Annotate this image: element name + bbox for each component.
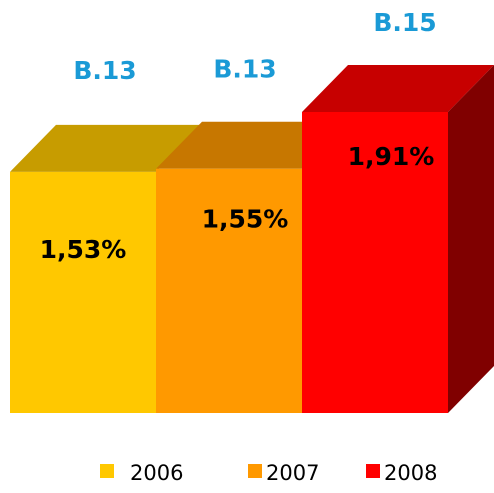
value-label: 1,91% (348, 142, 435, 171)
bar (302, 112, 448, 413)
legend-label: 2006 (130, 461, 183, 485)
bar (10, 171, 156, 413)
bar-top (156, 121, 348, 169)
legend-label: 2007 (266, 461, 319, 485)
annotation: B.13 (73, 56, 136, 85)
bar-top (10, 124, 202, 172)
value-label: 1,55% (202, 205, 289, 234)
bar (156, 168, 302, 413)
bar-top (302, 65, 494, 112)
bar-side (448, 65, 494, 413)
legend-swatch (100, 464, 114, 478)
annotation: B.13 (213, 55, 276, 84)
legend-swatch (248, 464, 262, 478)
value-label: 1,53% (40, 235, 127, 264)
legend-swatch (366, 464, 380, 478)
legend-label: 2008 (384, 461, 437, 485)
annotation: B.15 (373, 8, 436, 37)
